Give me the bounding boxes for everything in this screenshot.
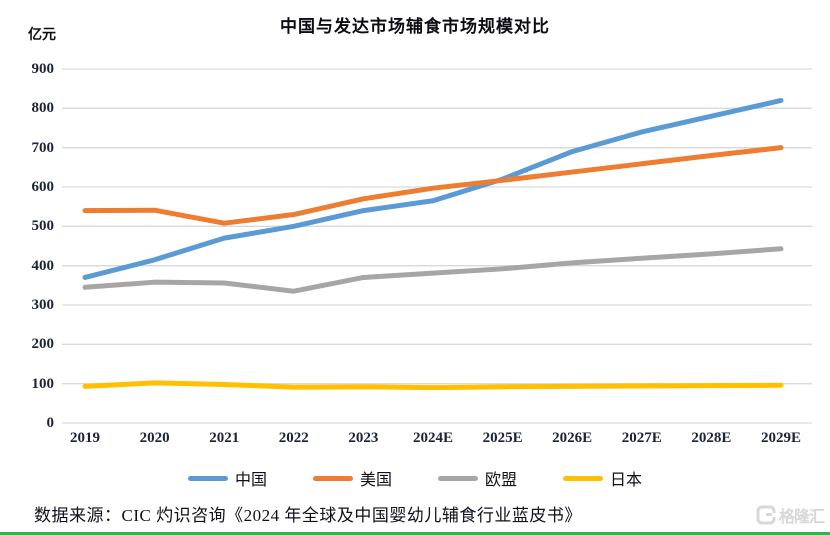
y-tick-label: 0 (46, 415, 55, 431)
legend-label: 中国 (234, 472, 267, 489)
y-axis-unit-label: 亿元 (28, 28, 56, 43)
footer-accent-bar (0, 532, 830, 535)
y-tick-label: 800 (31, 100, 55, 117)
x-tick-label: 2027E (621, 430, 662, 446)
x-tick-label: 2029E (760, 430, 801, 446)
legend-swatch (438, 475, 478, 481)
chart-title: 中国与发达市场辅食市场规模对比 (280, 17, 550, 36)
x-tick-label: 2025E (482, 430, 523, 446)
series-line (82, 380, 784, 391)
chart-legend: 中国 美国 欧盟 日本 (0, 466, 830, 490)
y-tick-label: 700 (31, 139, 55, 156)
legend-item: 欧盟 (438, 466, 517, 490)
legend-item: 中国 (187, 466, 267, 490)
x-tick-label: 2023 (348, 430, 379, 446)
series-line (82, 97, 784, 280)
legend-label: 美国 (359, 472, 392, 489)
y-tick-label: 100 (31, 375, 55, 392)
source-text: 数据来源：CIC 灼识咨询《2024 年全球及中国婴幼儿辅食行业蓝皮书》 (34, 506, 582, 525)
x-tick-label: 2019 (70, 430, 100, 446)
y-tick-label: 500 (31, 218, 55, 235)
x-tick-label: 2022 (278, 430, 309, 446)
series-line (82, 145, 784, 226)
y-tick-label: 600 (31, 179, 55, 195)
x-tick-label: 2021 (209, 430, 240, 446)
legend-label: 日本 (610, 472, 643, 489)
legend-item: 日本 (563, 466, 642, 490)
y-tick-label: 200 (31, 336, 55, 353)
x-tick-label: 2028E (691, 430, 732, 446)
logo-g-icon (756, 505, 776, 525)
y-tick-label: 900 (31, 61, 55, 77)
x-tick-label: 2026E (552, 430, 593, 446)
legend-swatch (563, 475, 604, 481)
legend-swatch (312, 475, 353, 481)
series-line (82, 246, 784, 294)
y-tick-label: 300 (31, 297, 55, 313)
legend-item: 美国 (312, 466, 392, 490)
legend-label: 欧盟 (485, 472, 518, 489)
logo-text: 格隆汇 (778, 509, 825, 526)
legend-swatch (187, 475, 228, 481)
x-tick-label: 2020 (139, 430, 170, 446)
gelonghui-logo: 格隆汇 (756, 503, 825, 527)
x-tick-label: 2024E (412, 430, 453, 446)
y-tick-label: 400 (31, 257, 55, 274)
